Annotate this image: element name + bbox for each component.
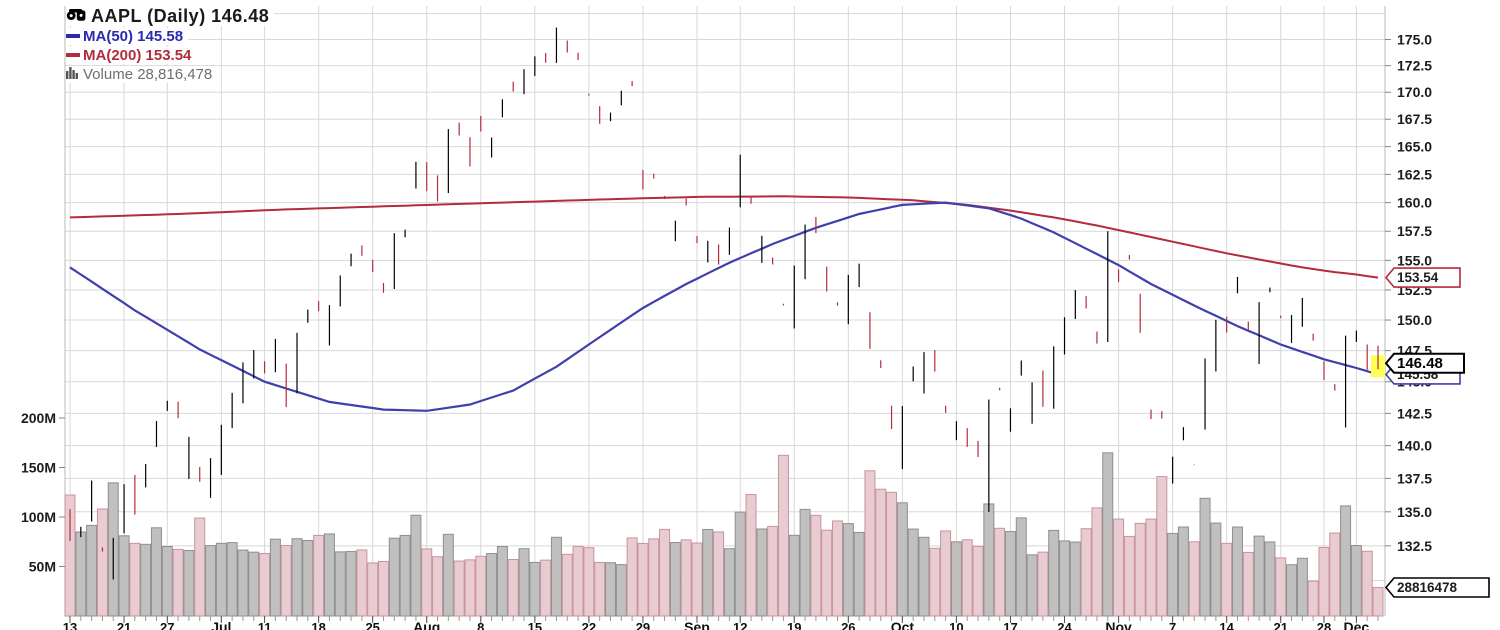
- ma200-label: MA(200) 153.54: [83, 47, 192, 64]
- svg-text:Aug: Aug: [413, 619, 440, 630]
- svg-text:25: 25: [365, 620, 379, 630]
- svg-text:155.0: 155.0: [1397, 252, 1432, 268]
- svg-text:22: 22: [582, 620, 596, 630]
- chart-title: AAPL (Daily) 146.48: [91, 6, 270, 26]
- svg-text:132.5: 132.5: [1397, 538, 1432, 554]
- svg-text:146.48: 146.48: [1397, 355, 1443, 372]
- volume-bars-icon: [66, 66, 79, 82]
- svg-text:13: 13: [63, 620, 77, 630]
- svg-text:21: 21: [117, 620, 131, 630]
- svg-text:200M: 200M: [21, 410, 56, 426]
- chart-legend: AAPL (Daily) 146.48 MA(50) 145.58 MA(200…: [66, 6, 275, 83]
- svg-text:11: 11: [258, 620, 272, 630]
- svg-text:26: 26: [841, 620, 855, 630]
- axis-callout: [1384, 577, 1490, 598]
- svg-text:17: 17: [1003, 620, 1017, 630]
- legend-title-row: AAPL (Daily) 146.48: [66, 6, 275, 26]
- svg-text:Sep: Sep: [684, 619, 710, 630]
- svg-text:18: 18: [311, 620, 325, 630]
- svg-text:170.0: 170.0: [1397, 84, 1432, 100]
- stockcharts-icon: [66, 7, 87, 25]
- ma50-line: [69, 201, 1379, 412]
- svg-text:19: 19: [787, 620, 801, 630]
- svg-text:135.0: 135.0: [1397, 504, 1432, 520]
- svg-text:167.5: 167.5: [1397, 111, 1432, 127]
- svg-text:172.5: 172.5: [1397, 58, 1432, 74]
- svg-text:162.5: 162.5: [1397, 166, 1432, 182]
- svg-text:50M: 50M: [29, 559, 56, 575]
- svg-text:28: 28: [1317, 620, 1331, 630]
- svg-text:150M: 150M: [21, 460, 56, 476]
- ma50-line-swatch-icon: [66, 33, 80, 38]
- legend-ma50-row: MA(50) 145.58: [66, 28, 189, 45]
- svg-text:Jul: Jul: [211, 619, 231, 630]
- svg-text:140.0: 140.0: [1397, 438, 1432, 454]
- legend-ma200-row: MA(200) 153.54: [66, 47, 197, 64]
- svg-text:14: 14: [1219, 620, 1234, 630]
- candlesticks: [69, 27, 1379, 580]
- axis-callout: [1384, 352, 1465, 374]
- svg-text:100M: 100M: [21, 509, 56, 525]
- axis-callout: [1384, 267, 1461, 288]
- legend-volume-row: Volume 28,816,478: [66, 66, 218, 83]
- svg-text:7: 7: [1169, 620, 1176, 630]
- svg-text:21: 21: [1273, 620, 1287, 630]
- ma200-line: [69, 195, 1379, 279]
- volume-label: Volume 28,816,478: [83, 66, 213, 83]
- svg-text:27: 27: [160, 620, 174, 630]
- svg-text:142.5: 142.5: [1397, 405, 1432, 421]
- svg-text:8: 8: [477, 620, 484, 630]
- svg-text:15: 15: [528, 620, 542, 630]
- svg-text:29: 29: [636, 620, 650, 630]
- svg-text:10: 10: [949, 620, 963, 630]
- svg-text:165.0: 165.0: [1397, 139, 1432, 155]
- svg-text:28816478: 28816478: [1397, 580, 1458, 595]
- svg-text:150.0: 150.0: [1397, 312, 1432, 328]
- svg-text:Nov: Nov: [1105, 619, 1132, 630]
- volume-bars: [64, 452, 1384, 617]
- svg-text:153.54: 153.54: [1397, 270, 1439, 285]
- svg-text:137.5: 137.5: [1397, 470, 1432, 486]
- svg-text:24: 24: [1057, 620, 1072, 630]
- ma50-label: MA(50) 145.58: [83, 28, 184, 45]
- svg-text:Dec: Dec: [1344, 619, 1370, 630]
- svg-text:12: 12: [733, 620, 747, 630]
- svg-text:157.5: 157.5: [1397, 223, 1432, 239]
- ma200-line-swatch-icon: [66, 52, 80, 57]
- svg-text:175.0: 175.0: [1397, 31, 1432, 47]
- svg-text:Oct: Oct: [891, 619, 915, 630]
- svg-text:160.0: 160.0: [1397, 195, 1432, 211]
